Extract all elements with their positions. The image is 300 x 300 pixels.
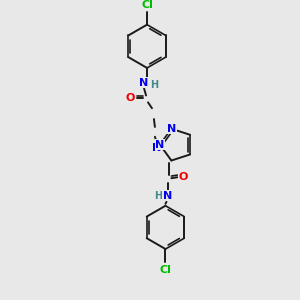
Text: H: H: [150, 80, 158, 90]
Text: Cl: Cl: [160, 265, 171, 275]
Text: N: N: [163, 191, 172, 201]
Text: N: N: [140, 78, 149, 88]
Text: Cl: Cl: [141, 0, 153, 10]
Text: O: O: [178, 172, 188, 182]
Text: N: N: [152, 142, 161, 153]
Text: N: N: [167, 124, 176, 134]
Text: H: H: [154, 191, 163, 201]
Text: N: N: [155, 140, 164, 150]
Text: O: O: [126, 93, 135, 103]
